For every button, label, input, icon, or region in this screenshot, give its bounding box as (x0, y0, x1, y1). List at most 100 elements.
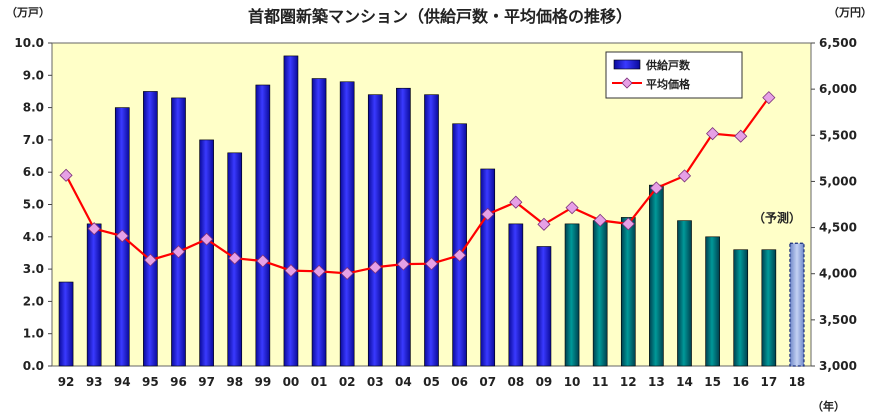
x-tick-label: 18 (789, 375, 806, 389)
price-marker (87, 222, 101, 236)
left-tick-label: 8.0 (23, 101, 44, 115)
bar (396, 87, 411, 367)
right-tick-label: 4,500 (819, 221, 857, 235)
bar (58, 281, 74, 367)
left-tick-label: 0.0 (23, 359, 44, 373)
legend-label-price: 平均価格 (646, 77, 691, 91)
right-tick-label: 3,500 (819, 313, 857, 327)
bar (536, 246, 552, 367)
x-tick-label: 03 (367, 375, 384, 389)
bar (311, 78, 327, 367)
price-marker (284, 264, 298, 278)
price-marker (312, 264, 326, 278)
bar (367, 94, 383, 367)
bar (677, 220, 692, 367)
legend: 供給戸数 平均価格 (605, 51, 743, 99)
x-tick-label: 01 (311, 375, 328, 389)
price-marker (228, 251, 242, 265)
left-tick-label: 3.0 (23, 262, 44, 276)
price-line (65, 96, 770, 275)
bar (86, 223, 102, 367)
price-marker (734, 129, 748, 143)
price-marker (424, 257, 439, 271)
left-tick-label: 10.0 (14, 36, 44, 50)
bar (143, 91, 158, 367)
bar (564, 223, 580, 367)
legend-bar-swatch (613, 59, 641, 70)
x-tick-label: 94 (114, 375, 131, 389)
price-marker (368, 260, 382, 274)
x-tick-label: 16 (732, 375, 749, 389)
bar (620, 217, 636, 367)
bar (255, 84, 271, 367)
price-marker (59, 168, 73, 182)
price-marker (565, 201, 579, 215)
bar (424, 94, 439, 367)
bar (508, 223, 524, 367)
left-tick-label: 2.0 (23, 294, 44, 308)
x-tick-label: 02 (339, 375, 356, 389)
right-tick-label: 6,000 (819, 82, 857, 96)
x-tick-label: 17 (760, 375, 777, 389)
price-marker (649, 181, 663, 195)
x-tick-label: 98 (226, 375, 243, 389)
bar (283, 55, 299, 367)
price-marker (481, 207, 495, 221)
price-marker (762, 91, 776, 105)
right-axis: 3,000 3,500 4,000 4,500 5,000 5,500 6,000 6,500 (811, 36, 857, 373)
x-tick-label: 07 (479, 375, 496, 389)
bar (705, 236, 720, 367)
x-tick-label: 96 (170, 375, 187, 389)
x-tick-label: 08 (507, 375, 524, 389)
x-tick-label: 14 (676, 375, 693, 389)
bar (733, 249, 749, 367)
price-marker (509, 195, 523, 209)
price-marker (537, 217, 551, 231)
bar (649, 184, 664, 367)
x-tick-label: 13 (648, 375, 665, 389)
right-tick-label: 4,000 (819, 267, 857, 281)
x-tick-label: 99 (254, 375, 271, 389)
x-tick-label: 95 (142, 375, 159, 389)
bar (592, 220, 608, 367)
left-tick-label: 4.0 (23, 230, 44, 244)
x-tick-label: 12 (620, 375, 637, 389)
price-marker (396, 257, 410, 271)
price-marker (593, 213, 607, 227)
right-tick-label: 5,500 (819, 128, 857, 142)
left-tick-label: 6.0 (23, 165, 44, 179)
bar (480, 168, 496, 367)
right-axis-unit: （万円） (828, 6, 872, 19)
x-axis: 92 93 94 95 96 97 98 99 00 01 02 03 04 05 06 07 08 09 10 11… (58, 375, 806, 389)
x-tick-label: 00 (283, 375, 300, 389)
x-tick-label: 11 (592, 375, 609, 389)
price-marker (115, 229, 129, 243)
left-tick-label: 1.0 (23, 327, 44, 341)
right-tick-label: 6,500 (819, 36, 857, 50)
bar-forecast (789, 242, 805, 367)
legend-marker-swatch (621, 77, 633, 89)
bar (761, 249, 777, 367)
price-marker (706, 127, 720, 141)
left-tick-label: 5.0 (23, 198, 44, 212)
x-tick-label: 97 (198, 375, 215, 389)
forecast-annotation: （予測） (753, 210, 801, 225)
x-tick-label: 92 (58, 375, 75, 389)
price-marker (200, 232, 214, 246)
x-tick-label: 06 (451, 375, 468, 389)
price-marker (256, 254, 270, 268)
price-marker (143, 253, 157, 267)
bar (339, 81, 355, 367)
x-tick-label: 93 (86, 375, 103, 389)
line-series (59, 91, 776, 281)
left-axis: 0.0 1.0 2.0 3.0 4.0 5.0 6.0 7.0 8.0 9.0 10.0 (14, 36, 52, 373)
x-tick-label: 10 (564, 375, 581, 389)
right-tick-label: 3,000 (819, 359, 857, 373)
price-marker (453, 248, 467, 262)
price-marker (677, 169, 692, 183)
left-tick-label: 9.0 (23, 68, 44, 82)
price-marker (621, 217, 635, 231)
left-axis-unit: （万戸） (6, 6, 50, 19)
legend-label-supply: 供給戸数 (645, 58, 691, 72)
